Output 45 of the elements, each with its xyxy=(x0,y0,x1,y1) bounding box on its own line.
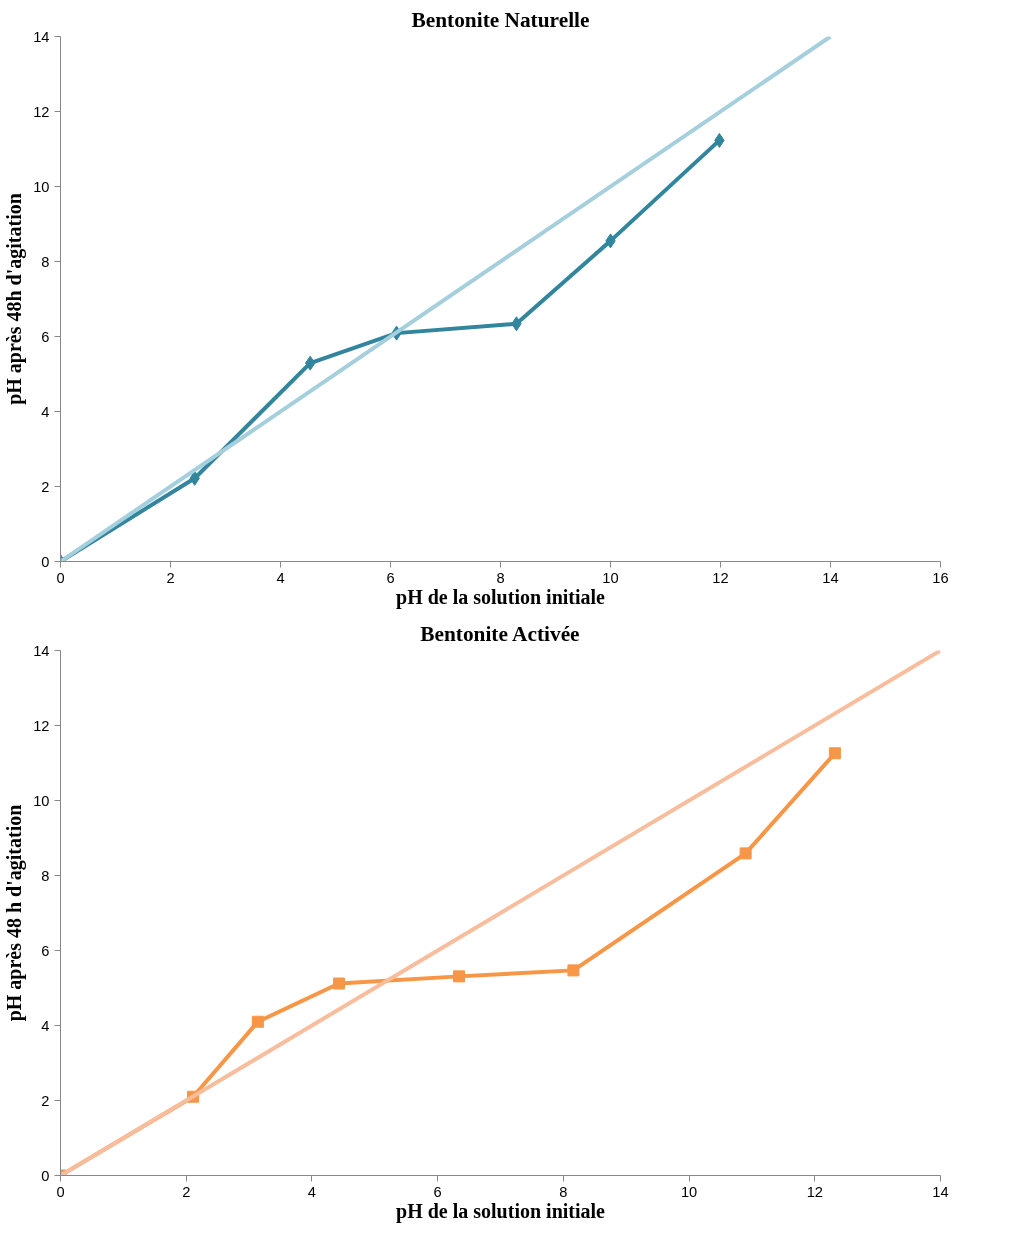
point xyxy=(251,1015,264,1028)
x-tick-label: 12 xyxy=(806,1183,823,1200)
y-tick-label: 14 xyxy=(33,28,50,45)
x-tick-label: 10 xyxy=(680,1183,698,1200)
y-tick-label: 2 xyxy=(41,478,50,495)
x-tick-label: 8 xyxy=(496,569,505,586)
x-tick-label: 14 xyxy=(932,1183,949,1200)
y-tick-label: 14 xyxy=(33,642,50,659)
y-tick-label: 4 xyxy=(41,403,50,420)
x-tick-label: 4 xyxy=(276,569,285,586)
y-tick-label: 6 xyxy=(41,942,50,959)
x-axis-title: pH de la solution initiale xyxy=(396,585,606,609)
x-tick-label: 12 xyxy=(712,569,729,586)
y-tick-label: 4 xyxy=(41,1017,50,1034)
x-tick-label: 16 xyxy=(932,569,949,586)
x-tick-label: 0 xyxy=(56,1183,65,1200)
x-tick-label: 10 xyxy=(602,569,619,586)
x-tick-label: 8 xyxy=(559,1183,568,1200)
y-axis-title: pH après 48h d'agitation xyxy=(3,193,27,405)
y-tick-label: 0 xyxy=(41,553,50,570)
x-tick-label: 14 xyxy=(822,569,839,586)
x-axis-title: pH de la solution initiale xyxy=(396,1199,606,1223)
y-tick-label: 10 xyxy=(33,792,50,809)
y-tick-label: 10 xyxy=(33,178,50,195)
point xyxy=(828,747,841,760)
point xyxy=(453,970,466,983)
y-tick-label: 2 xyxy=(41,1092,50,1109)
y-tick-label: 0 xyxy=(41,1167,50,1184)
chart-title: Bentonite Naturelle xyxy=(411,7,590,32)
point xyxy=(332,977,345,990)
x-tick-label: 0 xyxy=(56,569,65,586)
x-tick-label: 4 xyxy=(307,1183,317,1200)
x-tick-label: 2 xyxy=(182,1183,191,1200)
y-axis-title: pH après 48 h d'agitation xyxy=(3,804,27,1022)
x-tick-label: 6 xyxy=(386,569,395,586)
point xyxy=(567,964,580,977)
x-tick-label: 2 xyxy=(166,569,175,586)
y-tick-label: 12 xyxy=(33,103,50,120)
y-tick-label: 8 xyxy=(41,867,50,884)
chart-title: Bentonite Activée xyxy=(420,621,580,646)
point xyxy=(739,847,752,860)
x-tick-label: 6 xyxy=(433,1183,442,1200)
y-tick-label: 8 xyxy=(41,253,50,270)
y-tick-label: 12 xyxy=(33,717,50,734)
y-tick-label: 6 xyxy=(41,328,50,345)
